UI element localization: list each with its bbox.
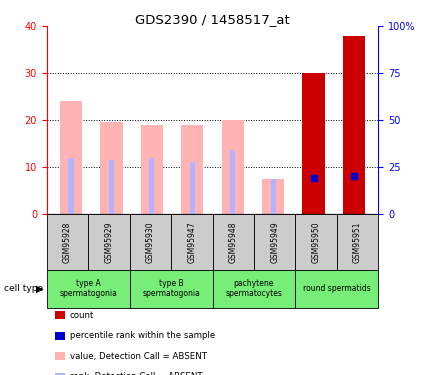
- Bar: [262, 178, 284, 214]
- Bar: [60, 101, 82, 214]
- Text: GSM95930: GSM95930: [146, 221, 155, 262]
- Text: GSM95950: GSM95950: [312, 221, 320, 262]
- Bar: [221, 120, 244, 214]
- Bar: [68, 158, 74, 214]
- Text: cell type: cell type: [4, 284, 43, 293]
- Bar: [190, 162, 195, 214]
- Bar: [181, 124, 204, 214]
- Text: GSM95948: GSM95948: [229, 221, 238, 262]
- Bar: [343, 36, 365, 214]
- Bar: [149, 158, 154, 214]
- Bar: [230, 150, 235, 214]
- Bar: [100, 122, 122, 214]
- Bar: [303, 73, 325, 214]
- Bar: [109, 160, 114, 214]
- Text: GDS2390 / 1458517_at: GDS2390 / 1458517_at: [135, 13, 290, 26]
- Text: GSM95929: GSM95929: [105, 221, 113, 262]
- Text: type A
spermatogonia: type A spermatogonia: [59, 279, 117, 298]
- Text: pachytene
spermatocytes: pachytene spermatocytes: [226, 279, 282, 298]
- Text: round spermatids: round spermatids: [303, 284, 371, 293]
- Bar: [270, 178, 276, 214]
- Text: count: count: [70, 310, 94, 320]
- Text: value, Detection Call = ABSENT: value, Detection Call = ABSENT: [70, 352, 207, 361]
- Text: rank, Detection Call = ABSENT: rank, Detection Call = ABSENT: [70, 372, 202, 375]
- Text: GSM95949: GSM95949: [270, 221, 279, 262]
- Text: GSM95928: GSM95928: [63, 221, 72, 262]
- Text: GSM95947: GSM95947: [187, 221, 196, 262]
- Text: GSM95951: GSM95951: [353, 221, 362, 262]
- Text: type B
spermatogonia: type B spermatogonia: [142, 279, 200, 298]
- Text: percentile rank within the sample: percentile rank within the sample: [70, 331, 215, 340]
- Text: ▶: ▶: [36, 284, 44, 294]
- Bar: [141, 124, 163, 214]
